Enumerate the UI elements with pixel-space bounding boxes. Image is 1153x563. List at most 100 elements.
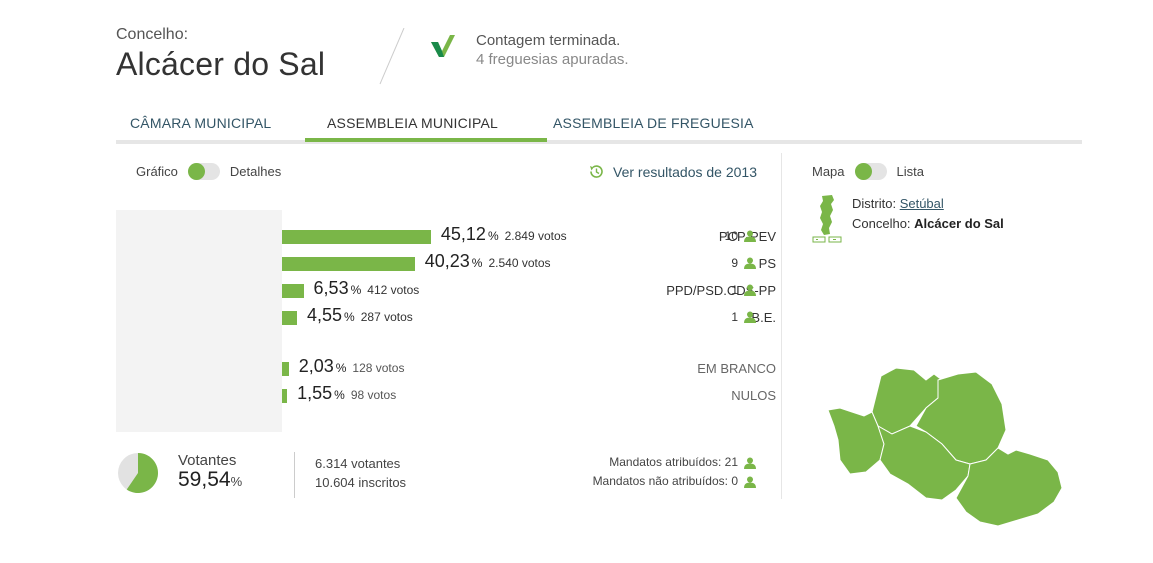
turnout-pie bbox=[118, 453, 158, 493]
status-line-1: Contagem terminada. bbox=[476, 32, 621, 49]
header-divider bbox=[379, 28, 405, 85]
result-votes: 2.849 votos bbox=[504, 229, 567, 243]
party-row: PPD/PSD.CDS-PP 6,53% 412 votos 1 bbox=[116, 278, 776, 302]
column-divider bbox=[781, 153, 782, 499]
map-toggle[interactable] bbox=[854, 163, 887, 180]
result-mandates: 9 bbox=[700, 256, 756, 270]
tab-assembleia-municipal[interactable]: ASSEMBLEIA MUNICIPAL bbox=[327, 115, 499, 131]
district-info: Distrito: Setúbal Concelho: Alcácer do S… bbox=[852, 194, 1004, 234]
other-row: EM BRANCO 2,03% 128 votos bbox=[116, 356, 776, 380]
result-bar bbox=[282, 362, 289, 376]
result-pct: 45,12 bbox=[440, 224, 486, 244]
parish-southeast[interactable] bbox=[955, 447, 1063, 527]
turnout-pie-slice bbox=[126, 453, 158, 493]
map-toggle-left-label: Mapa bbox=[812, 164, 845, 179]
registered-count: 10.604 inscritos bbox=[315, 475, 407, 490]
active-tab-indicator bbox=[305, 138, 547, 142]
map-toggle-row: Mapa Lista bbox=[812, 163, 924, 180]
result-value: 6,53% 412 votos bbox=[314, 278, 420, 299]
result-votes: 412 votos bbox=[367, 283, 420, 297]
previous-results-label: Ver resultados de 2013 bbox=[613, 163, 757, 180]
person-icon bbox=[744, 476, 756, 488]
history-icon bbox=[590, 165, 603, 178]
election-tabs: CÂMARA MUNICIPAL ASSEMBLEIA MUNICIPAL AS… bbox=[116, 110, 1082, 144]
parish-map bbox=[827, 367, 1063, 527]
district-label: Distrito: bbox=[852, 196, 897, 211]
result-value: 1,55% 98 votos bbox=[297, 383, 396, 404]
result-value: 4,55% 287 votos bbox=[307, 305, 413, 326]
mandates-assigned-text: Mandatos atribuídos: 21 bbox=[609, 455, 738, 469]
previous-results-link[interactable]: Ver resultados de 2013 bbox=[588, 163, 757, 180]
person-icon bbox=[744, 230, 756, 242]
pct-symbol: % bbox=[344, 310, 355, 324]
map-toggle-right-label: Lista bbox=[896, 164, 924, 179]
party-label-panel bbox=[116, 210, 282, 432]
turnout-pct-symbol: % bbox=[230, 474, 243, 489]
result-bar bbox=[282, 257, 415, 271]
party-row: B.E. 4,55% 287 votos 1 bbox=[116, 305, 776, 329]
count-status: Contagem terminada. 4 freguesias apurada… bbox=[476, 32, 629, 68]
tab-camara-municipal[interactable]: CÂMARA MUNICIPAL bbox=[130, 115, 272, 131]
result-value: 2,03% 128 votos bbox=[299, 356, 405, 377]
result-votes: 2.540 votos bbox=[488, 256, 551, 270]
party-name: EM BRANCO bbox=[697, 361, 776, 376]
party-row: PCP-PEV 45,12% 2.849 votos 10 bbox=[116, 224, 776, 248]
mandates-count: 1 bbox=[731, 310, 738, 324]
pct-symbol: % bbox=[350, 283, 362, 297]
mandates-count: 1 bbox=[731, 283, 738, 297]
party-name: NULOS bbox=[731, 388, 776, 403]
page-title: Alcácer do Sal bbox=[116, 46, 326, 82]
result-pct: 4,55 bbox=[307, 305, 343, 325]
result-pct: 2,03 bbox=[298, 356, 334, 376]
party-row: PS 40,23% 2.540 votos 9 bbox=[116, 251, 776, 275]
pct-symbol: % bbox=[334, 388, 345, 402]
result-value: 40,23% 2.540 votos bbox=[425, 251, 551, 272]
person-icon bbox=[744, 257, 756, 269]
view-toggle-left-label: Gráfico bbox=[136, 164, 178, 179]
pct-symbol: % bbox=[471, 256, 483, 270]
check-icon bbox=[431, 35, 455, 57]
mandates-count: 10 bbox=[724, 229, 738, 243]
turnout-percentage: 59,54% bbox=[178, 468, 242, 492]
toggle-knob bbox=[187, 163, 205, 180]
mandates-unassigned: Mandatos não atribuídos: 0 bbox=[570, 472, 756, 491]
pct-symbol: % bbox=[335, 361, 347, 375]
portugal-map-icon bbox=[812, 195, 842, 243]
result-bar bbox=[282, 389, 288, 403]
mandates-count: 9 bbox=[731, 256, 738, 270]
pct-symbol: % bbox=[487, 229, 499, 243]
result-votes: 128 votos bbox=[352, 361, 405, 375]
person-icon bbox=[744, 311, 756, 323]
result-mandates: 1 bbox=[700, 310, 756, 324]
parish-central[interactable] bbox=[877, 424, 971, 501]
voter-counts: 6.314 votantes 10.604 inscritos bbox=[315, 454, 406, 492]
result-bar bbox=[282, 230, 431, 244]
person-icon bbox=[744, 457, 756, 469]
result-votes: 287 votos bbox=[360, 310, 413, 324]
voters-count: 6.314 votantes bbox=[315, 456, 401, 471]
result-mandates: 1 bbox=[700, 283, 756, 297]
district-row: Distrito: Setúbal bbox=[852, 194, 1004, 214]
mandates-assigned: Mandatos atribuídos: 21 bbox=[570, 453, 756, 472]
result-pct: 40,23 bbox=[424, 251, 470, 271]
mandates-summary: Mandatos atribuídos: 21 Mandatos não atr… bbox=[570, 453, 756, 491]
district-link[interactable]: Setúbal bbox=[899, 196, 944, 211]
turnout-divider bbox=[294, 452, 295, 498]
result-bar bbox=[282, 311, 297, 325]
turnout-value: 59,54 bbox=[178, 468, 231, 491]
party-name: B.E. bbox=[751, 310, 776, 325]
result-value: 45,12% 2.849 votos bbox=[441, 224, 567, 245]
result-pct: 1,55 bbox=[297, 383, 333, 403]
tab-assembleia-freguesia[interactable]: ASSEMBLEIA DE FREGUESIA bbox=[553, 115, 754, 131]
result-votes: 98 votos bbox=[350, 388, 397, 402]
person-icon bbox=[744, 284, 756, 296]
party-name: PS bbox=[758, 256, 776, 271]
view-toggle[interactable] bbox=[187, 163, 220, 180]
view-toggle-row: Gráfico Detalhes bbox=[136, 163, 281, 180]
result-pct: 6,53 bbox=[313, 278, 349, 298]
concelho-label: Concelho: bbox=[116, 26, 189, 43]
party-name: PCP-PEV bbox=[718, 229, 776, 244]
mandates-unassigned-text: Mandatos não atribuídos: 0 bbox=[592, 474, 738, 488]
result-bar bbox=[282, 284, 304, 298]
header: Concelho: Alcácer do Sal bbox=[116, 26, 325, 83]
